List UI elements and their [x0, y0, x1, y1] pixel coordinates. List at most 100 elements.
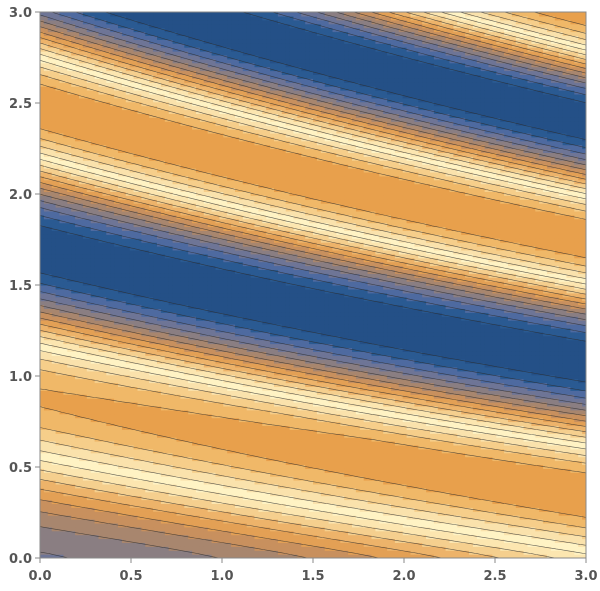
contour-cell [169, 535, 174, 540]
contour-cell [99, 476, 104, 481]
contour-cell [102, 110, 107, 115]
contour-cell [169, 457, 174, 462]
contour-cell [110, 273, 115, 278]
contour-cell [67, 398, 72, 403]
contour-cell [141, 418, 146, 423]
contour-cell [118, 507, 123, 512]
contour-cell [153, 293, 158, 298]
contour-cell [122, 531, 127, 536]
contour-cell [177, 254, 182, 258]
contour-cell [153, 398, 158, 403]
contour-cell [75, 367, 80, 372]
contour-cell [110, 449, 115, 454]
contour-cell [83, 110, 88, 115]
contour-cell [138, 394, 143, 399]
contour-cell [141, 28, 146, 32]
contour-cell [99, 425, 104, 430]
contour-cell [71, 234, 76, 239]
contour-cell [75, 246, 80, 251]
contour-cell [173, 527, 178, 532]
contour-cell [169, 410, 174, 415]
contour-cell [95, 145, 100, 150]
contour-cell [122, 468, 127, 473]
contour-cell [145, 347, 150, 352]
contour-cell [75, 211, 80, 216]
contour-cell [79, 133, 84, 138]
contour-cell [149, 43, 154, 48]
contour-cell [102, 359, 107, 364]
contour-cell [173, 340, 178, 345]
contour-cell [161, 152, 166, 157]
contour-cell [149, 386, 154, 391]
contour-cell [106, 207, 111, 212]
contour-cell [56, 468, 61, 473]
contour-cell [99, 211, 104, 216]
contour-cell [63, 386, 68, 391]
contour-cell [145, 464, 150, 469]
contour-cell [75, 422, 80, 427]
contour-cell [48, 121, 53, 126]
contour-cell [141, 106, 146, 111]
contour-cell [141, 281, 146, 286]
contour-cell [173, 422, 178, 427]
contour-cell [157, 507, 162, 512]
contour-cell [126, 281, 131, 286]
contour-cell [95, 503, 100, 508]
contour-cell [67, 106, 72, 111]
contour-cell [48, 464, 53, 469]
contour-cell [114, 515, 119, 520]
contour-cell [40, 234, 45, 239]
contour-cell [126, 184, 131, 189]
contour-cell [110, 125, 115, 130]
contour-cell [110, 281, 115, 286]
contour-cell [79, 340, 84, 345]
contour-cell [91, 32, 96, 37]
contour-cell [63, 215, 68, 220]
contour-cell [110, 414, 115, 419]
contour-cell [157, 16, 162, 21]
contour-cell [153, 277, 158, 282]
contour-cell [173, 457, 178, 462]
contour-cell [138, 293, 143, 298]
contour-cell [56, 386, 61, 391]
contour-cell [161, 422, 166, 427]
contour-cell [75, 449, 80, 454]
contour-cell [169, 507, 174, 512]
contour-cell [56, 390, 61, 395]
contour-cell [102, 308, 107, 313]
contour-cell [60, 145, 65, 150]
contour-cell [157, 78, 162, 83]
contour-cell [122, 145, 127, 150]
contour-cell [71, 20, 76, 25]
contour-cell [145, 168, 150, 173]
contour-cell [130, 137, 135, 142]
contour-cell [114, 437, 119, 442]
contour-cell [118, 519, 123, 524]
contour-cell [141, 74, 146, 79]
contour-cell [83, 121, 88, 126]
contour-cell [63, 476, 68, 481]
contour-cell [110, 24, 115, 29]
contour-cell [157, 281, 162, 286]
contour-cell [134, 156, 139, 161]
contour-cell [165, 188, 170, 193]
contour-cell [141, 390, 146, 395]
contour-cell [126, 527, 131, 532]
contour-cell [126, 507, 131, 512]
contour-cell [126, 129, 131, 134]
contour-cell [56, 422, 61, 427]
contour-cell [48, 113, 53, 118]
contour-cell [48, 328, 53, 333]
contour-cell [40, 86, 45, 91]
contour-cell [83, 363, 88, 368]
contour-cell [40, 262, 45, 267]
contour-cell [177, 418, 182, 423]
contour-cell [99, 390, 104, 395]
contour-cell [114, 390, 119, 395]
contour-cell [153, 422, 158, 427]
contour-cell [95, 386, 100, 391]
contour-cell [134, 488, 139, 493]
contour-cell [60, 250, 65, 255]
contour-cell [153, 546, 158, 551]
contour-cell [48, 398, 53, 403]
